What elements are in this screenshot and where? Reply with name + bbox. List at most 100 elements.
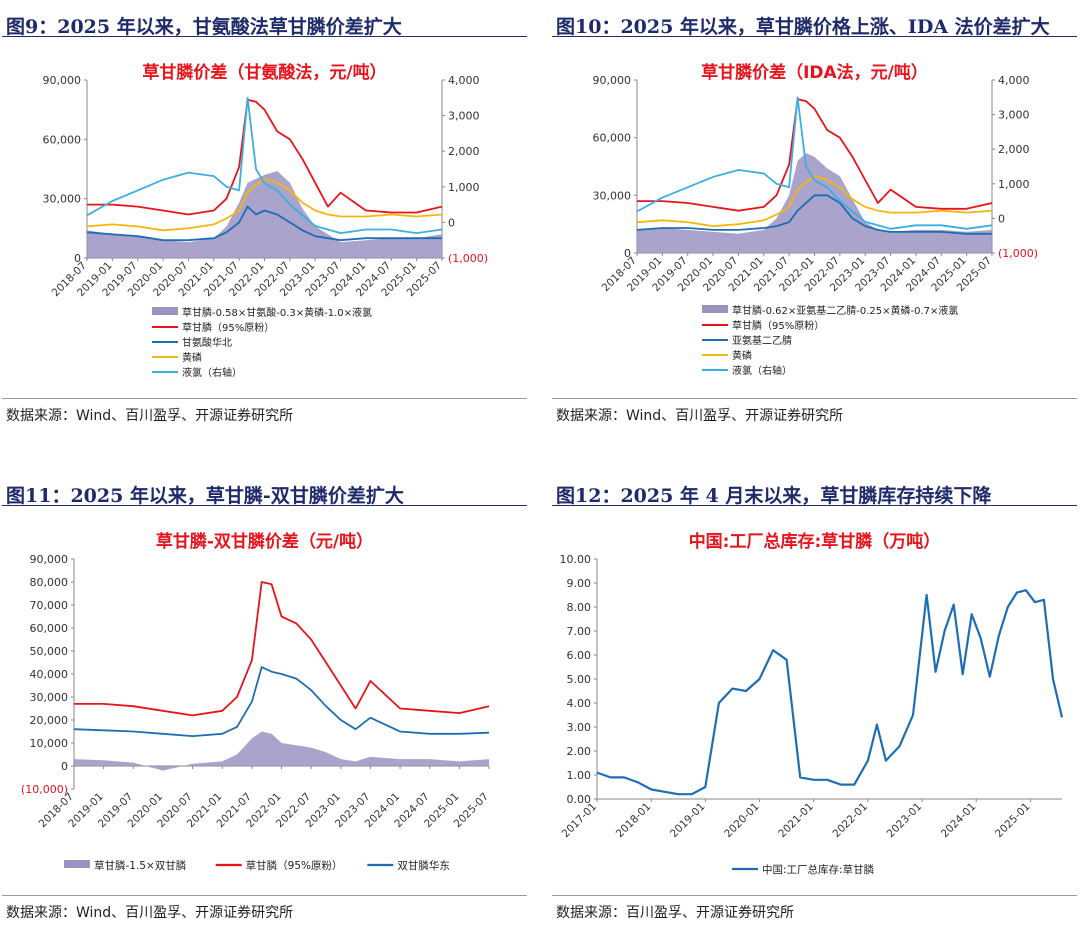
y-tick-label: 8.00: [567, 601, 592, 614]
y-tick-label: 70,000: [30, 599, 69, 612]
y-right-tick-label: 1,000: [448, 181, 480, 194]
y-tick-label: 0.00: [567, 793, 592, 806]
series-line-0: [596, 589, 1064, 796]
legend-swatch: [64, 860, 90, 868]
figure-11-panel: 图11：2025 年以来，草甘膦-双甘膦价差扩大 草甘膦-双甘膦价差（元/吨） …: [2, 477, 527, 927]
x-tick-label: 2019-01: [668, 801, 708, 841]
y-right-tick-label: 3,000: [448, 110, 480, 123]
series-line-1: [637, 98, 993, 212]
legend-label: 亚氨基二乙腈: [732, 334, 792, 347]
y-tick-label: 3.00: [567, 721, 592, 734]
x-tick-label: 2021-01: [776, 801, 816, 841]
series-area-0: [637, 153, 992, 253]
y-tick-label: 6.00: [567, 649, 592, 662]
figure-12-source: 数据来源：百川盈孚、开源证券研究所: [556, 905, 794, 921]
legend-label: 草甘膦（95%原粉）: [182, 321, 274, 334]
legend-label: 草甘膦-0.58×甘氨酸-0.3×黄磷-1.0×液氯: [182, 306, 372, 319]
series-line-4: [636, 96, 993, 230]
legend-label: 黄磷: [182, 351, 202, 364]
figure-10-footer: 数据来源：Wind、百川盈孚、开源证券研究所: [552, 398, 1077, 424]
legend-label: 中国:工厂总库存:草甘膦: [762, 863, 875, 876]
y-right-tick-label: 1,000: [998, 178, 1030, 191]
legend-swatch: [702, 305, 728, 313]
y-tick-label: 80,000: [30, 576, 69, 589]
y-right-tick-label: 0: [448, 216, 455, 229]
figure-10-chart-title: 草甘膦价差（IDA法，元/吨）: [701, 63, 928, 83]
y-tick-label: 1.00: [567, 769, 592, 782]
legend-label: 草甘膦（95%原粉）: [732, 319, 824, 332]
figure-9-title-bar: 图9：2025 年以来，甘氨酸法草甘膦价差扩大: [2, 8, 527, 38]
figure-12-title-bar: 图12：2025 年 4 月末以来，草甘膦库存持续下降: [552, 477, 1077, 507]
figure-12-footer: 数据来源：百川盈孚、开源证券研究所: [552, 895, 1077, 921]
y-tick-label: 60,000: [30, 622, 69, 635]
figure-9-chart-title: 草甘膦价差（甘氨酸法，元/吨）: [142, 63, 387, 83]
figure-12-panel: 图12：2025 年 4 月末以来，草甘膦库存持续下降 中国:工厂总库存:草甘膦…: [552, 477, 1077, 927]
y-right-tick-label: (1,000): [998, 247, 1038, 260]
figure-11-title: 图11：2025 年以来，草甘膦-双甘膦价差扩大: [6, 485, 404, 507]
figure-9-chart: 0 30,000 60,000 90,000 (1,000) 0 1,000 2,000 3,0…: [43, 74, 489, 379]
y-tick-label: 5.00: [567, 673, 592, 686]
x-tick-label: 2017-01: [560, 801, 600, 841]
y-tick-label: 60,000: [43, 133, 82, 146]
y-tick-label: 90,000: [30, 553, 69, 566]
y-tick-label: 2.00: [567, 745, 592, 758]
y-tick-label: 7.00: [567, 625, 592, 638]
x-tick-label: 2018-01: [614, 801, 654, 841]
y-tick-label: 0: [74, 252, 81, 265]
y-tick-label: 30,000: [30, 691, 69, 704]
y-tick-label: 60,000: [593, 132, 632, 145]
legend-label: 草甘膦（95%原粉）: [246, 859, 343, 872]
y-right-tick-label: 4,000: [998, 74, 1030, 87]
series-line-2: [636, 194, 992, 235]
series-line-1: [74, 581, 490, 717]
series-line-2: [73, 666, 490, 737]
figure-11-title-bar: 图11：2025 年以来，草甘膦-双甘膦价差扩大: [2, 477, 527, 507]
figure-9-footer: 数据来源：Wind、百川盈孚、开源证券研究所: [2, 398, 527, 424]
x-tick-label: 2023-01: [885, 801, 925, 841]
y-tick-label: 9.00: [567, 577, 592, 590]
y-right-tick-label: 4,000: [448, 74, 480, 87]
legend-label: 草甘膦-1.5×双甘膦: [94, 859, 187, 872]
figure-11-source: 数据来源：Wind、百川盈孚、开源证券研究所: [6, 905, 294, 921]
figure-10-source: 数据来源：Wind、百川盈孚、开源证券研究所: [556, 408, 844, 424]
figure-12-chart: 0.00 1.00 2.00 3.00 4.00 5.00 6.00 7.00 8.00 9.00…: [560, 553, 1064, 876]
y-tick-label: 0: [61, 760, 68, 773]
y-right-tick-label: 3,000: [998, 109, 1030, 122]
figure-11-chart: (10,000) 0 10,000 20,000 30,000 40,000 50,000 6…: [21, 553, 491, 872]
figure-12-chart-title: 中国:工厂总库存:草甘膦（万吨）: [688, 532, 941, 552]
y-right-tick-label: (1,000): [448, 252, 488, 265]
y-tick-label: 20,000: [30, 714, 69, 727]
y-tick-label: 40,000: [30, 668, 69, 681]
legend-label: 黄磷: [732, 349, 752, 362]
y-tick-label: 4.00: [567, 697, 592, 710]
figure-11-chart-title: 草甘膦-双甘膦价差（元/吨）: [155, 532, 374, 552]
y-tick-label: 90,000: [43, 74, 82, 87]
y-tick-label: 90,000: [593, 74, 632, 87]
figure-12-title: 图12：2025 年 4 月末以来，草甘膦库存持续下降: [556, 485, 992, 507]
y-tick-label: 30,000: [43, 193, 82, 206]
figure-9-source: 数据来源：Wind、百川盈孚、开源证券研究所: [6, 408, 294, 424]
x-tick-label: 2022-01: [830, 801, 870, 841]
figure-9-title: 图9：2025 年以来，甘氨酸法草甘膦价差扩大: [6, 16, 402, 38]
figure-10-title: 图10：2025 年以来，草甘膦价格上涨、IDA 法价差扩大: [556, 16, 1050, 38]
legend-label: 甘氨酸华北: [182, 336, 232, 349]
legend-label: 液氯（右轴）: [732, 364, 792, 377]
series-area-0: [87, 171, 442, 258]
y-tick-label: 0: [624, 247, 631, 260]
series-line-3: [86, 178, 443, 232]
series-area-0: [74, 731, 489, 771]
figure-11-footer: 数据来源：Wind、百川盈孚、开源证券研究所: [2, 895, 527, 921]
y-tick-label: 10.00: [560, 553, 592, 566]
figure-10-panel: 图10：2025 年以来，草甘膦价格上涨、IDA 法价差扩大 草甘膦价差（IDA…: [552, 8, 1077, 458]
y-right-tick-label: 2,000: [448, 145, 480, 158]
y-tick-label: (10,000): [21, 783, 68, 796]
series-line-3: [636, 175, 993, 227]
legend-label: 双甘膦华东: [397, 859, 450, 872]
series-line-4: [86, 96, 443, 234]
y-right-tick-label: 0: [998, 212, 1005, 225]
x-tick-label: 2020-01: [722, 801, 762, 841]
x-tick-label: 2024-01: [939, 801, 979, 841]
legend-label: 液氯（右轴）: [182, 366, 242, 379]
legend-label: 草甘膦-0.62×亚氨基二乙腈-0.25×黄磷-0.7×液氯: [732, 304, 958, 317]
x-tick-label: 2025-01: [993, 801, 1033, 841]
